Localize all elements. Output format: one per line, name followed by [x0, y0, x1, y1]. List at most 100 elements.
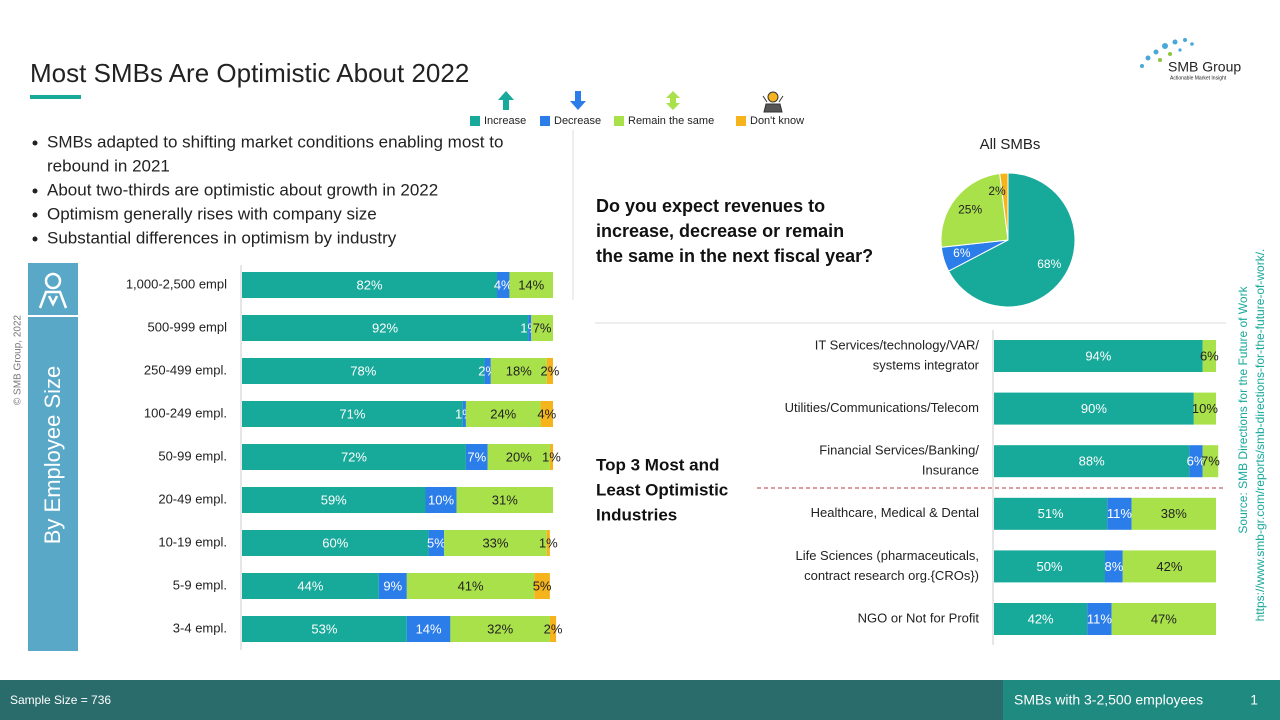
industries-label: Least Optimistic [596, 480, 728, 499]
bar-segment [1202, 340, 1216, 372]
title-underline [30, 95, 81, 99]
value-label: 2% [540, 363, 559, 378]
category-label: 50-99 empl. [158, 448, 227, 463]
category-label: 1,000-2,500 empl [126, 276, 227, 291]
logo-dots [1140, 38, 1194, 68]
pie-slice [999, 172, 1009, 241]
category-label: 20-49 empl. [158, 491, 227, 506]
category-label: 3-4 empl. [173, 620, 227, 635]
bar-segment [549, 444, 553, 470]
pie-slice [940, 172, 1009, 248]
legend-label: Remain the same [628, 115, 714, 127]
value-label: 92% [372, 320, 398, 335]
category-label: systems integrator [873, 357, 980, 372]
value-label: 8% [1104, 559, 1123, 574]
value-label: 31% [492, 492, 518, 507]
value-label: 82% [356, 277, 382, 292]
value-label: 59% [321, 492, 347, 507]
bar-segment [1122, 550, 1216, 583]
value-label: 7% [467, 449, 486, 464]
bar-segment [994, 603, 1088, 635]
bullet-dot [32, 140, 38, 146]
value-label: 7% [1201, 454, 1220, 469]
legend-swatch [470, 116, 480, 126]
bar-segment [540, 401, 553, 427]
question: increase, decrease or remain [596, 221, 844, 241]
bar-segment [994, 340, 1203, 372]
industries-label: Industries [596, 505, 677, 524]
value-label: 71% [339, 406, 365, 421]
sample-size: Sample Size = 736 [10, 693, 111, 707]
page-number: 1 [1250, 692, 1258, 708]
bar-segment [1087, 603, 1112, 635]
pie-slice [947, 172, 1076, 308]
bar-segment [546, 530, 550, 556]
bar-segment [242, 573, 379, 599]
legend-swatch [736, 116, 746, 126]
bar-segment [994, 445, 1190, 478]
value-label: 50% [1036, 559, 1062, 574]
bar-segment [1202, 445, 1219, 478]
value-label: 53% [311, 621, 337, 636]
value-label: 44% [297, 578, 323, 593]
panel [28, 263, 78, 651]
category-label: 5-9 empl. [173, 577, 227, 592]
legend-label: Don't know [750, 115, 804, 127]
value-label: 20% [506, 449, 532, 464]
bar-segment [549, 616, 557, 642]
bar-segment [497, 272, 510, 298]
value-label: 4% [537, 406, 556, 421]
bar-segment [242, 487, 426, 513]
value-label: 11% [1107, 506, 1132, 521]
category-label: 250-499 empl. [144, 362, 227, 377]
legend-label: Increase [484, 115, 526, 127]
legend-swatch [614, 116, 624, 126]
pie-label: 25% [958, 202, 982, 216]
value-label: 33% [482, 535, 508, 550]
category-label: Healthcare, Medical & Dental [811, 505, 979, 520]
bar-segment [242, 444, 466, 470]
bar-segment [242, 530, 429, 556]
value-label: 11% [1087, 611, 1112, 626]
bar-segment [428, 530, 445, 556]
bar-segment [462, 401, 466, 427]
value-label: 1% [539, 535, 558, 550]
pie-label: 6% [953, 246, 971, 260]
logo-name: SMB Group [1168, 59, 1241, 75]
value-label: 42% [1156, 559, 1182, 574]
bar-segment [1189, 445, 1203, 478]
value-label: 24% [490, 406, 516, 421]
bar-segment [531, 315, 553, 341]
panel-label: By Employee Size [40, 366, 65, 545]
copyright: © SMB Group, 2022 [13, 314, 24, 405]
question: Do you expect revenues to [596, 196, 825, 216]
bar-segment [242, 315, 529, 341]
value-label: 32% [487, 621, 513, 636]
value-label: 51% [1038, 506, 1064, 521]
bar-segment [242, 616, 407, 642]
category-label: IT Services/technology/VAR/ [815, 337, 980, 352]
bar-segment [1193, 392, 1216, 425]
source-url: https://www.smb-gr.com/reports/smb-direc… [1253, 249, 1267, 622]
footer-right [1003, 680, 1280, 720]
bar-segment [994, 550, 1105, 583]
bar-segment [450, 616, 550, 642]
bar-segment [994, 497, 1108, 530]
industries-label: Top 3 Most and [596, 455, 719, 474]
bar-segment [1131, 497, 1216, 530]
value-label: 5% [533, 578, 552, 593]
value-label: 6% [1187, 454, 1206, 469]
source: Source: SMB Directions for the Future of… [1236, 285, 1250, 533]
value-label: 10% [428, 492, 454, 507]
bar-segment [242, 358, 485, 384]
value-label: 94% [1085, 348, 1111, 363]
value-label: 60% [322, 535, 348, 550]
bar-segment [425, 487, 457, 513]
value-label: 38% [1161, 506, 1187, 521]
title: Most SMBs Are Optimistic About 2022 [30, 58, 469, 88]
bar-segment [1107, 497, 1132, 530]
bar-segment [465, 444, 488, 470]
category-label: Utilities/Communications/Telecom [785, 400, 979, 415]
value-label: 5% [427, 535, 446, 550]
